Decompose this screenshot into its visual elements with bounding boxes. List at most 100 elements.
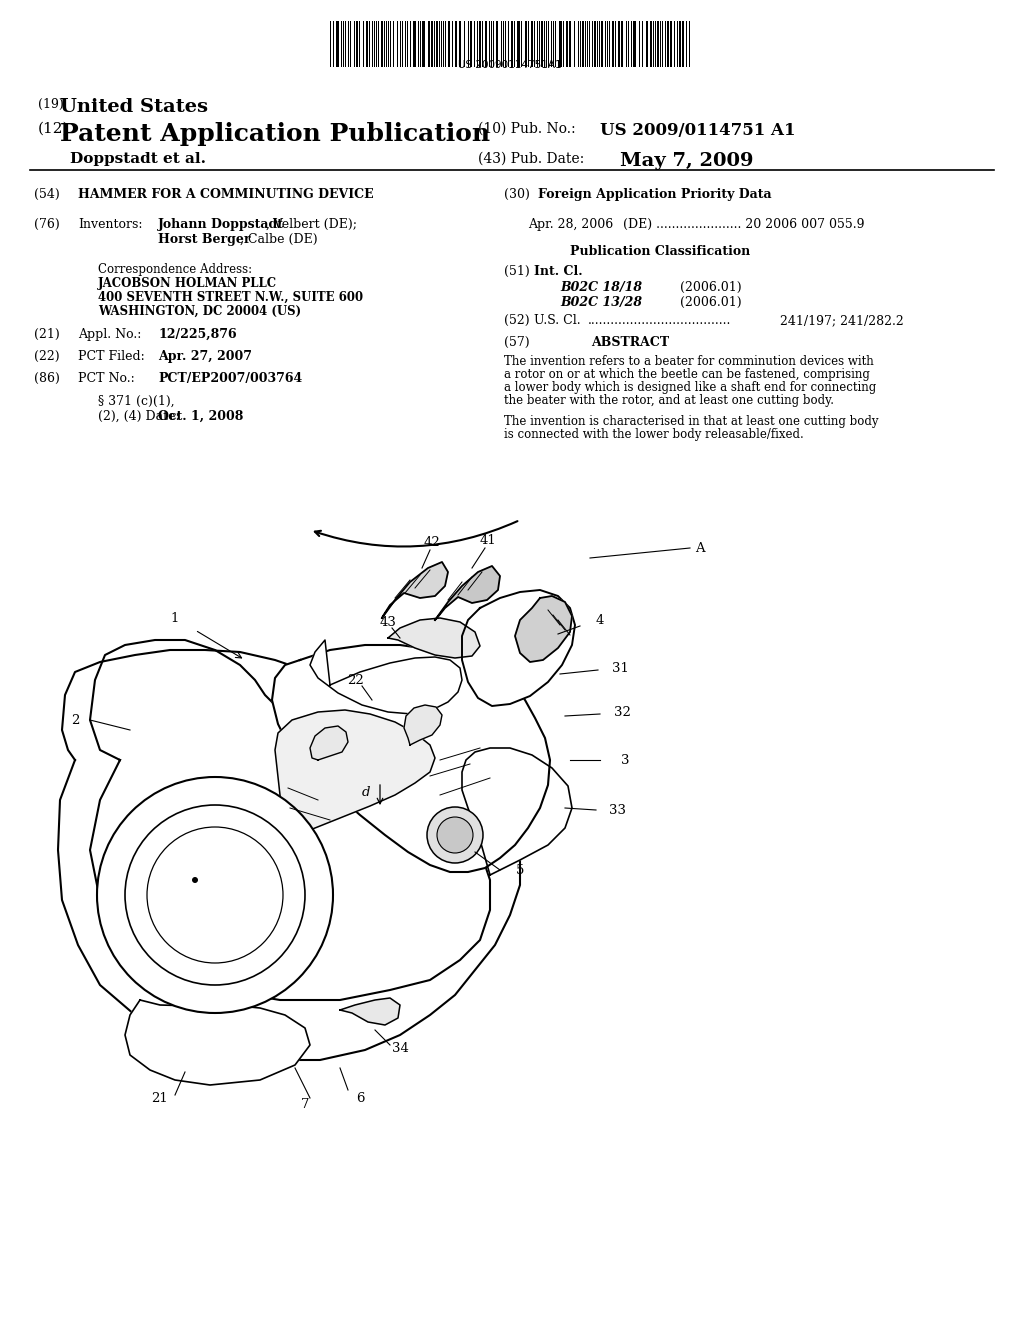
Text: (10) Pub. No.:: (10) Pub. No.:: [478, 121, 575, 136]
Text: HAMMER FOR A COMMINUTING DEVICE: HAMMER FOR A COMMINUTING DEVICE: [78, 187, 374, 201]
Bar: [436, 21, 438, 67]
Text: WASHINGTON, DC 20004 (US): WASHINGTON, DC 20004 (US): [98, 305, 301, 318]
Bar: [413, 21, 416, 67]
Text: the beater with the rotor, and at least one cutting body.: the beater with the rotor, and at least …: [504, 393, 834, 407]
Text: Appl. No.:: Appl. No.:: [78, 327, 141, 341]
Text: Horst Berger: Horst Berger: [158, 234, 251, 246]
Text: Apr. 27, 2007: Apr. 27, 2007: [158, 350, 252, 363]
Bar: [517, 21, 520, 67]
Bar: [559, 21, 562, 67]
Bar: [650, 21, 652, 67]
Text: ABSTRACT: ABSTRACT: [591, 337, 669, 348]
Polygon shape: [388, 618, 480, 657]
Text: Apr. 28, 2006: Apr. 28, 2006: [528, 218, 613, 231]
Text: The invention refers to a beater for comminution devices with: The invention refers to a beater for com…: [504, 355, 873, 368]
Text: a lower body which is designed like a shaft end for connecting: a lower body which is designed like a sh…: [504, 381, 877, 393]
Text: (51): (51): [504, 265, 529, 279]
Text: The invention is characterised in that at least one cutting body: The invention is characterised in that a…: [504, 414, 879, 428]
Bar: [601, 21, 603, 67]
Text: US 20090114751A1: US 20090114751A1: [458, 59, 562, 70]
Text: 41: 41: [479, 533, 497, 546]
Bar: [682, 21, 684, 67]
Text: (2006.01): (2006.01): [680, 296, 741, 309]
Text: (DE) ...................... 20 2006 007 055.9: (DE) ...................... 20 2006 007 …: [623, 218, 864, 231]
Bar: [449, 21, 450, 67]
Text: 21: 21: [152, 1092, 168, 1105]
Text: § 371 (c)(1),: § 371 (c)(1),: [98, 395, 175, 408]
Text: 3: 3: [621, 754, 630, 767]
Text: 33: 33: [609, 804, 627, 817]
Bar: [428, 21, 430, 67]
Bar: [356, 21, 358, 67]
Text: PCT No.:: PCT No.:: [78, 372, 135, 385]
Text: 31: 31: [611, 661, 629, 675]
Bar: [455, 21, 457, 67]
Bar: [459, 21, 461, 67]
Text: Publication Classification: Publication Classification: [570, 246, 751, 257]
Circle shape: [437, 817, 473, 853]
Polygon shape: [340, 998, 400, 1026]
Bar: [336, 21, 339, 67]
Text: 7: 7: [301, 1098, 309, 1111]
Text: is connected with the lower body releasable/fixed.: is connected with the lower body releasa…: [504, 428, 804, 441]
Text: U.S. Cl.: U.S. Cl.: [534, 314, 581, 327]
Text: 241/197; 241/282.2: 241/197; 241/282.2: [780, 314, 904, 327]
Bar: [479, 21, 481, 67]
Text: .....................................: .....................................: [588, 314, 731, 327]
Text: Doppstadt et al.: Doppstadt et al.: [70, 152, 206, 166]
Text: (76): (76): [34, 218, 59, 231]
Bar: [566, 21, 568, 67]
Bar: [485, 21, 487, 67]
Polygon shape: [462, 748, 572, 875]
Text: 12/225,876: 12/225,876: [158, 327, 237, 341]
Polygon shape: [310, 640, 462, 714]
Text: (21): (21): [34, 327, 59, 341]
Text: (30): (30): [504, 187, 529, 201]
Text: (2006.01): (2006.01): [680, 281, 741, 294]
Text: 4: 4: [596, 614, 604, 627]
Bar: [470, 21, 472, 67]
Bar: [621, 21, 623, 67]
Bar: [496, 21, 498, 67]
Text: (86): (86): [34, 372, 59, 385]
Text: Foreign Application Priority Data: Foreign Application Priority Data: [538, 187, 772, 201]
Text: 22: 22: [347, 673, 364, 686]
Text: United States: United States: [60, 98, 208, 116]
Bar: [511, 21, 513, 67]
Bar: [366, 21, 368, 67]
Text: 400 SEVENTH STREET N.W., SUITE 600: 400 SEVENTH STREET N.W., SUITE 600: [98, 290, 364, 304]
Bar: [657, 21, 659, 67]
Bar: [531, 21, 534, 67]
Text: B02C 18/18: B02C 18/18: [560, 281, 642, 294]
Text: , Calbe (DE): , Calbe (DE): [240, 234, 317, 246]
Text: JACOBSON HOLMAN PLLC: JACOBSON HOLMAN PLLC: [98, 277, 278, 290]
Bar: [618, 21, 620, 67]
Text: B02C 13/28: B02C 13/28: [560, 296, 642, 309]
Text: Oct. 1, 2008: Oct. 1, 2008: [158, 411, 244, 422]
Text: (12): (12): [38, 121, 70, 136]
Polygon shape: [275, 710, 435, 840]
Polygon shape: [90, 640, 490, 1001]
Text: (52): (52): [504, 314, 529, 327]
Polygon shape: [435, 566, 500, 620]
Polygon shape: [310, 726, 348, 760]
Text: Correspondence Address:: Correspondence Address:: [98, 263, 252, 276]
Text: d: d: [361, 785, 370, 799]
Text: A: A: [695, 541, 705, 554]
Text: US 2009/0114751 A1: US 2009/0114751 A1: [600, 121, 796, 139]
Text: (54): (54): [34, 187, 59, 201]
Text: 43: 43: [380, 615, 396, 628]
Text: (43) Pub. Date:: (43) Pub. Date:: [478, 152, 585, 166]
Bar: [679, 21, 681, 67]
Bar: [612, 21, 614, 67]
Bar: [594, 21, 596, 67]
Text: Patent Application Publication: Patent Application Publication: [60, 121, 490, 147]
Text: (2), (4) Date:: (2), (4) Date:: [98, 411, 179, 422]
Bar: [670, 21, 672, 67]
Polygon shape: [404, 705, 442, 744]
Bar: [667, 21, 669, 67]
Text: Johann Doppstadt: Johann Doppstadt: [158, 218, 284, 231]
Text: 32: 32: [613, 705, 631, 718]
Text: a rotor on or at which the beetle can be fastened, comprising: a rotor on or at which the beetle can be…: [504, 368, 869, 381]
Text: 6: 6: [355, 1092, 365, 1105]
